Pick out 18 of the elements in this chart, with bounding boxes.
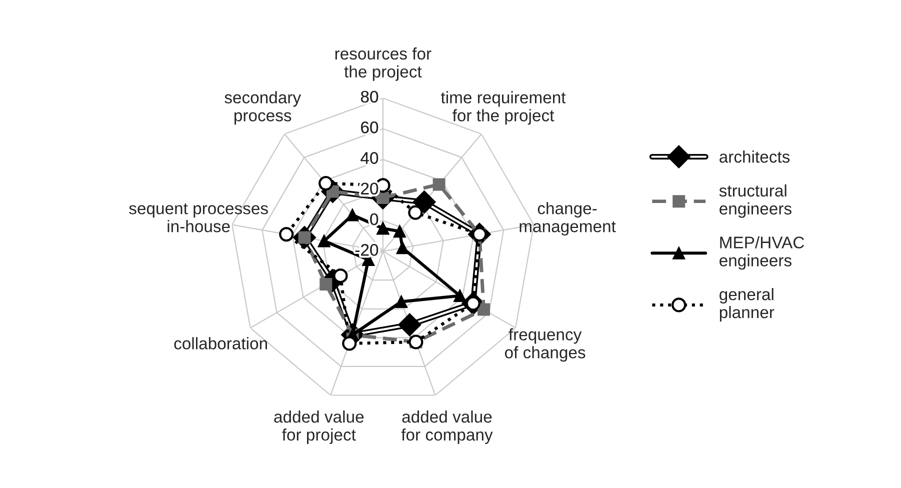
spoke-label: secondary process [224, 91, 302, 125]
y-tick-label: 60 [361, 121, 378, 134]
y-tick-label: 80 [360, 90, 378, 103]
y-tick-label: 40 [360, 152, 378, 164]
spoke-label: collaboration [174, 337, 267, 350]
spoke-label: frequency of changes [504, 328, 586, 362]
spoke-label: time requirement for the project [440, 91, 566, 125]
spoke-label: change- management [520, 202, 616, 236]
legend-label: structural engineers [719, 184, 792, 218]
legend-label: architects [720, 150, 790, 163]
spoke-label: sequent processes in-house [129, 203, 268, 232]
legend-label: MEP/HVAC engineers [720, 236, 804, 270]
spoke-label: resources for the project [335, 47, 432, 81]
legend-label: general planner [720, 288, 774, 322]
y-tick-label: -20 [355, 244, 378, 256]
spoke-label: added value for company [401, 410, 493, 444]
y-tick-label: 0 [370, 213, 378, 226]
spoke-label: added value for project [274, 410, 364, 444]
